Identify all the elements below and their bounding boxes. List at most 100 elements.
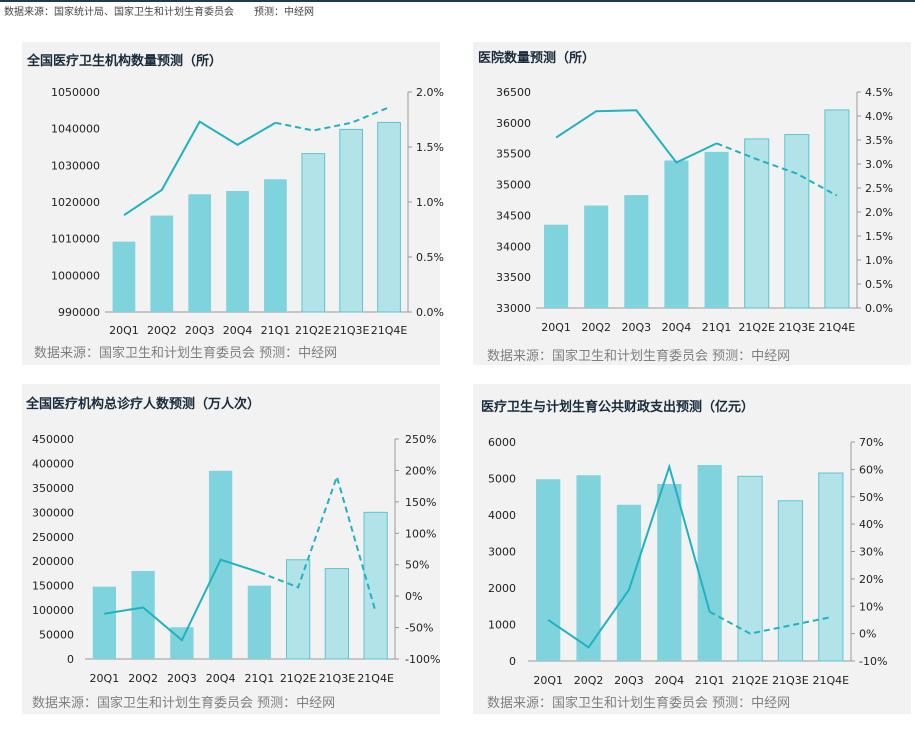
bar xyxy=(209,470,233,659)
bar xyxy=(247,585,271,659)
left-tick-label: 36000 xyxy=(496,117,531,130)
right-tick-label: 0% xyxy=(859,628,876,641)
bar xyxy=(226,191,249,312)
bar xyxy=(363,511,388,660)
chart-panel-3: 全国医疗机构总诊疗人数预测（万人次） 450000 400000 350000 300… xyxy=(22,384,440,714)
right-tick-label: 70% xyxy=(859,436,883,449)
left-tick-label: 0 xyxy=(509,655,516,668)
category-label: 20Q1 xyxy=(109,324,139,337)
chart-svg: 6000 5000 4000 3000 2000 1000 0 70% 60% 50% 40% 30%… xyxy=(488,436,887,687)
bar xyxy=(744,138,770,309)
left-tick-label: 50000 xyxy=(39,629,74,642)
chart-source-note: 数据来源：国家卫生和计划生育委员会 预测：中经网 xyxy=(487,349,791,364)
category-label: 20Q1 xyxy=(90,672,120,685)
bar xyxy=(657,483,682,661)
growth-line-forecast xyxy=(716,142,838,197)
chart-title: 全国医疗卫生机构数量预测（所） xyxy=(27,54,223,69)
left-tick-label: 35000 xyxy=(496,179,531,192)
left-tick-label: 250000 xyxy=(32,531,74,544)
left-tick-label: 990000 xyxy=(58,306,100,319)
right-tick-label: 0.5% xyxy=(416,251,444,264)
left-tick-label: 6000 xyxy=(488,436,516,449)
right-tick-label: -50% xyxy=(405,622,433,635)
header-source-note: 数据来源：国家统计局、国家卫生和计划生育委员会 预测：中经网 xyxy=(4,7,314,18)
bar xyxy=(664,160,689,308)
right-tick-label: 0.0% xyxy=(865,302,893,315)
right-tick-label: 1.0% xyxy=(865,254,893,267)
bar xyxy=(112,241,136,312)
right-tick-label: 200% xyxy=(405,464,436,477)
right-tick-label: 3.5% xyxy=(865,134,893,147)
left-tick-label: 2000 xyxy=(488,582,516,595)
bar xyxy=(150,215,174,312)
chart-svg: 450000 400000 350000 300000 250000 200000 1500… xyxy=(32,433,440,685)
right-tick-label: 150% xyxy=(405,496,436,509)
right-tick-label: 30% xyxy=(859,546,883,559)
bar xyxy=(188,194,212,312)
bar xyxy=(544,224,569,308)
category-label: 20Q2 xyxy=(147,324,177,337)
bar xyxy=(777,500,804,662)
chart-source-note: 数据来源：国家卫生和计划生育委员会 预测：中经网 xyxy=(487,696,791,711)
category-label: 21Q3E xyxy=(779,321,816,334)
left-tick-label: 300000 xyxy=(32,506,74,519)
right-tick-label: 10% xyxy=(859,600,883,613)
category-label: 21Q1 xyxy=(261,324,291,337)
right-tick-label: 60% xyxy=(859,463,883,476)
bar xyxy=(301,153,326,313)
top-rule xyxy=(0,0,915,2)
left-tick-label: 200000 xyxy=(32,555,74,568)
category-label: 20Q2 xyxy=(581,321,611,334)
left-tick-label: 1050000 xyxy=(51,86,100,99)
growth-line-forecast xyxy=(709,610,832,635)
right-tick-label: 2.0% xyxy=(865,206,893,219)
bar xyxy=(131,571,155,659)
category-label: 21Q4E xyxy=(357,672,394,685)
category-label: 20Q4 xyxy=(206,672,236,685)
growth-line-actual xyxy=(555,109,717,164)
right-tick-label: -100% xyxy=(405,653,440,666)
category-label: 21Q2E xyxy=(732,674,769,687)
left-tick-label: 1040000 xyxy=(51,123,100,136)
bar xyxy=(704,151,729,308)
category-label: 20Q4 xyxy=(223,324,253,337)
chart-panel-4: 医疗卫生与计划生育公共财政支出预测（亿元） 6000 5000 4000 3000 20… xyxy=(473,384,911,714)
chart-source-note: 数据来源：国家卫生和计划生育委员会 预测：中经网 xyxy=(32,696,336,711)
category-label: 20Q3 xyxy=(185,324,215,337)
left-tick-label: 150000 xyxy=(32,580,74,593)
bar xyxy=(92,586,116,659)
left-tick-label: 1030000 xyxy=(51,159,100,172)
bar xyxy=(536,479,561,661)
right-tick-label: 0.0% xyxy=(416,306,444,319)
left-tick-label: 5000 xyxy=(488,473,516,486)
category-label: 20Q4 xyxy=(662,321,692,334)
category-label: 20Q2 xyxy=(574,674,604,687)
right-tick-label: 3.0% xyxy=(865,158,893,171)
right-tick-label: 250% xyxy=(405,433,436,446)
left-tick-label: 34500 xyxy=(496,209,531,222)
bar xyxy=(377,121,401,313)
left-tick-label: 350000 xyxy=(32,482,74,495)
right-tick-label: 50% xyxy=(405,559,429,572)
left-tick-label: 100000 xyxy=(32,604,74,617)
category-label: 20Q2 xyxy=(128,672,158,685)
category-label: 20Q1 xyxy=(533,674,563,687)
right-tick-label: 2.5% xyxy=(865,182,893,195)
bar xyxy=(697,464,722,661)
bar xyxy=(576,475,601,661)
left-tick-label: 1020000 xyxy=(51,196,100,209)
right-tick-label: 0.5% xyxy=(865,278,893,291)
category-label: 21Q3E xyxy=(319,672,356,685)
left-tick-label: 3000 xyxy=(488,546,516,559)
category-label: 20Q3 xyxy=(614,674,644,687)
category-label: 21Q4E xyxy=(371,324,408,337)
chart-source-note: 数据来源：国家卫生和计划生育委员会 预测：中经网 xyxy=(34,346,338,361)
left-tick-label: 1000 xyxy=(488,619,516,632)
bar xyxy=(737,475,763,662)
right-tick-label: 4.5% xyxy=(865,86,893,99)
left-tick-label: 1010000 xyxy=(51,233,100,246)
category-label: 20Q3 xyxy=(621,321,651,334)
left-tick-label: 33000 xyxy=(496,302,531,315)
right-tick-label: 1.0% xyxy=(416,196,444,209)
category-label: 21Q3E xyxy=(772,674,809,687)
